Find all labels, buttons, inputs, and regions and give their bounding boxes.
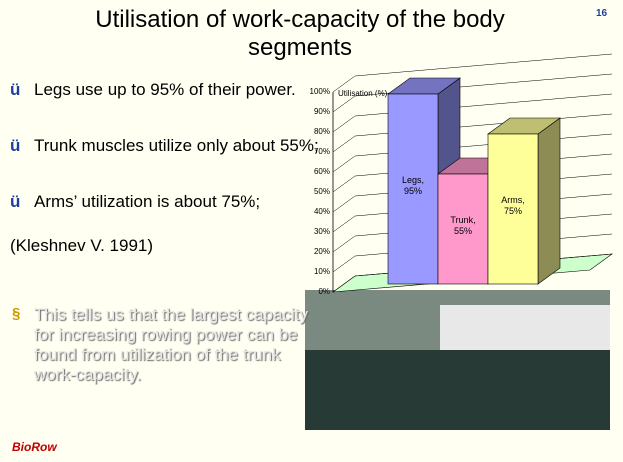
value-label: Trunk, 55% xyxy=(443,215,483,237)
grid-line xyxy=(333,256,355,272)
photo-water xyxy=(305,350,610,430)
note: This tells us that the largest capacity … xyxy=(34,305,309,385)
y-tick-label: 80% xyxy=(314,127,330,136)
grid-line xyxy=(333,96,355,112)
grid-line xyxy=(333,216,355,232)
y-axis-label: Utilisation (%) xyxy=(338,89,388,98)
slide-number: 16 xyxy=(596,8,607,19)
bullet-marker: ü xyxy=(10,192,20,212)
y-tick-label: 60% xyxy=(314,167,330,176)
y-tick-label: 0% xyxy=(318,287,330,296)
bullet: ü Arms’ utilization is about 75%; xyxy=(10,192,319,212)
photo-sign xyxy=(440,305,610,350)
bullet-marker: ü xyxy=(10,80,20,100)
bar-side xyxy=(538,118,560,284)
y-tick-label: 90% xyxy=(314,107,330,116)
slide: Utilisation (%) 0%10%20%30%40%50%60%70%8… xyxy=(0,0,623,462)
y-tick-label: 30% xyxy=(314,227,330,236)
note-marker: § xyxy=(12,305,20,322)
y-tick-label: 20% xyxy=(314,247,330,256)
bullet-text: Legs use up to 95% of their power. xyxy=(34,80,319,100)
bullet-marker: ü xyxy=(10,136,20,156)
grid-line xyxy=(333,196,355,212)
grid-line xyxy=(333,176,355,192)
grid-line xyxy=(333,136,355,152)
title: Utilisation of work-capacity of the body… xyxy=(60,6,540,62)
logo: BioRow xyxy=(12,440,57,454)
grid-line xyxy=(333,236,355,252)
chart: Utilisation (%) 0%10%20%30%40%50%60%70%8… xyxy=(0,0,623,462)
value-label: Arms, 75% xyxy=(493,195,533,217)
bullet-text: Arms’ utilization is about 75%; xyxy=(34,192,319,212)
bullet-text: Trunk muscles utilize only about 55%; xyxy=(34,136,319,156)
value-label: Legs, 95% xyxy=(393,175,433,197)
grid-line xyxy=(333,116,355,132)
grid-line xyxy=(333,156,355,172)
y-tick-label: 10% xyxy=(314,267,330,276)
reference: (Kleshnev V. 1991) xyxy=(10,236,153,256)
bullet: ü Trunk muscles utilize only about 55%; xyxy=(10,136,319,156)
bullet: ü Legs use up to 95% of their power. xyxy=(10,80,319,100)
